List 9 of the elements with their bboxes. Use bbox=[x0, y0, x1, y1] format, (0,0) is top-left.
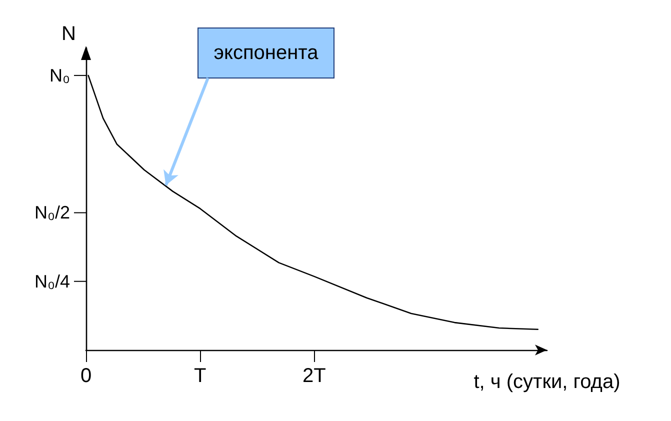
annotation: экспонента bbox=[214, 42, 320, 64]
ref-line-label: N₀ bbox=[50, 65, 70, 86]
x-tick-label: 0 bbox=[80, 365, 92, 387]
x-tick-label: 2T bbox=[302, 365, 326, 387]
x-axis-title: t, ч (сутки, года) bbox=[474, 371, 620, 393]
ref-line-label: N₀/2 bbox=[34, 202, 70, 223]
y-axis-title: N bbox=[62, 23, 76, 45]
x-tick-label: T bbox=[194, 365, 206, 387]
ref-line-label: N₀/4 bbox=[34, 271, 70, 292]
